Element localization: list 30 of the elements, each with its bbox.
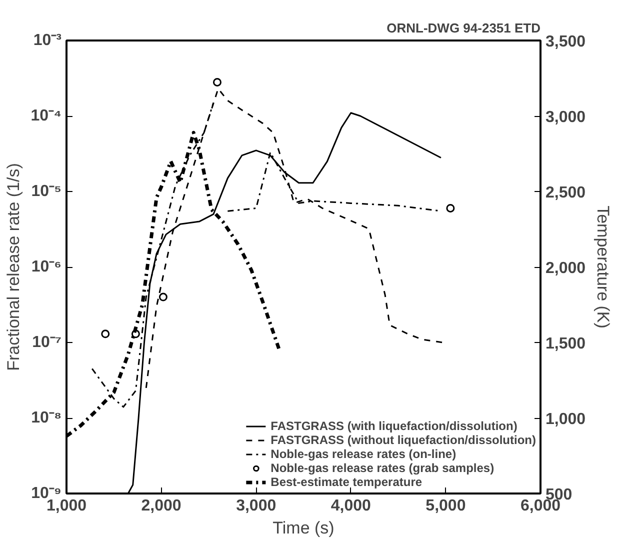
point: [446, 204, 455, 212]
legend-label: Noble-gas release rates (grab samples): [270, 461, 494, 475]
legend-label: FASTGRASS (with liquefaction/dissolution): [270, 419, 518, 433]
x-tick-label: 2,000: [141, 498, 182, 514]
x-tick-label: 4,000: [330, 498, 372, 514]
point: [158, 292, 168, 302]
y2-tick-label: 2,500: [546, 184, 586, 202]
y-tick-label: 10⁻⁶: [31, 258, 62, 276]
y-tick-label: 10⁻⁷: [32, 334, 62, 351]
y2-tick-label: 2,000: [546, 260, 586, 277]
y-tick-label: 10⁻⁵: [31, 183, 62, 200]
text: ORNL-DWG 94-2351 ETD: [386, 20, 541, 36]
x-tick-label: 5,000: [426, 498, 466, 514]
y-tick-label: 10⁻⁴: [30, 108, 62, 124]
y2-axis-title: Temperature (K): [594, 206, 613, 328]
legend-label: Best-estimate temperature: [270, 475, 422, 489]
y2-tick-label: 1,000: [546, 411, 586, 428]
y-axis-title: Fractional release rate (1/s): [4, 163, 23, 371]
legend-label: Noble-gas release rates (on-line): [270, 447, 456, 461]
legend-label: FASTGRASS (without liquefaction/dissolution): [270, 433, 536, 447]
y-tick-label: 10⁻³: [33, 32, 62, 49]
point: [212, 78, 222, 86]
y2-tick-label: 1,500: [546, 336, 586, 352]
y2-tick-label: 3,500: [546, 34, 586, 50]
x-tick-label: 1,000: [46, 498, 87, 514]
y2-tick-label: 3,000: [546, 109, 586, 126]
point: [101, 330, 110, 338]
y-tick-label: 10⁻⁸: [31, 410, 62, 426]
x-tick-label: 3,000: [236, 498, 276, 514]
x-axis-title: Time (s): [272, 518, 334, 538]
